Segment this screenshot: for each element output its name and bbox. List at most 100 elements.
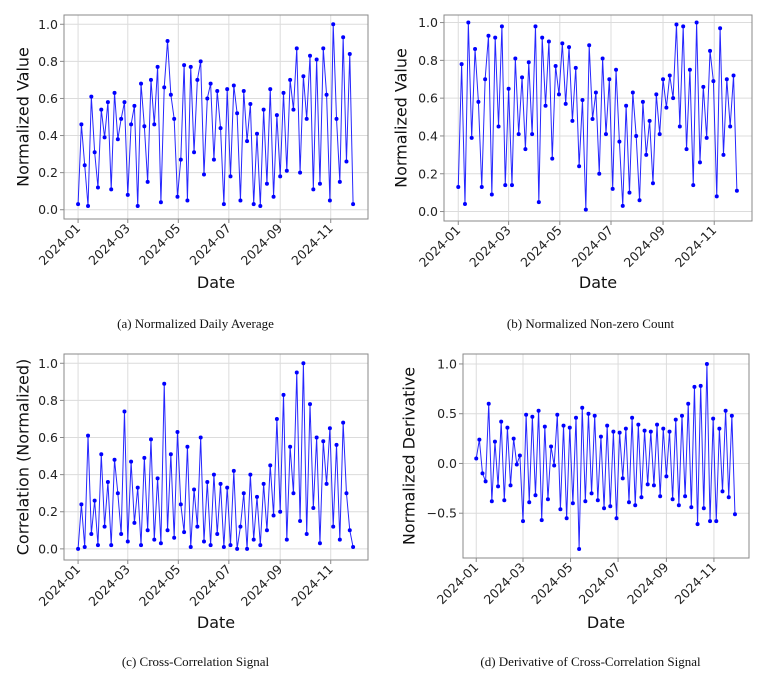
- data-point: [185, 444, 190, 449]
- data-point: [661, 77, 666, 82]
- data-point: [483, 479, 488, 484]
- data-point: [684, 147, 689, 152]
- data-point: [337, 537, 342, 542]
- data-point: [178, 157, 183, 162]
- data-point: [670, 497, 675, 502]
- y-tick-label: 0.8: [38, 54, 58, 69]
- data-point: [168, 452, 173, 457]
- data-point: [667, 429, 672, 434]
- x-tick-label: 2024-05: [528, 560, 576, 608]
- data-point: [626, 500, 631, 505]
- data-point: [132, 520, 137, 525]
- data-point: [620, 476, 625, 481]
- data-point: [231, 468, 236, 473]
- data-point: [82, 545, 87, 550]
- data-point: [563, 101, 568, 106]
- data-point: [301, 74, 306, 79]
- data-point: [178, 502, 183, 507]
- data-point: [593, 90, 598, 95]
- data-point: [502, 498, 507, 503]
- data-point: [218, 126, 223, 131]
- data-point: [258, 204, 263, 209]
- data-point: [633, 503, 638, 508]
- x-tick-label: 2024-03: [466, 223, 514, 271]
- data-point: [228, 174, 233, 179]
- x-tick-label: 2024-05: [136, 562, 184, 610]
- data-point: [317, 181, 322, 186]
- data-point: [162, 381, 167, 386]
- data-point: [505, 425, 510, 430]
- data-point: [245, 546, 250, 551]
- data-point: [723, 408, 728, 413]
- y-tick-label: 0.0: [437, 456, 457, 471]
- data-point: [201, 172, 206, 177]
- data-point: [238, 524, 243, 529]
- data-point: [112, 90, 117, 95]
- data-point: [718, 26, 723, 31]
- data-point: [597, 171, 602, 176]
- data-point: [564, 516, 569, 521]
- data-point: [218, 481, 223, 486]
- x-tick-label: 2024-07: [186, 221, 234, 269]
- data-point: [647, 118, 652, 123]
- data-point: [308, 402, 313, 407]
- data-point: [294, 46, 299, 51]
- y-axis-label: Normalized Value: [392, 48, 411, 188]
- data-point: [334, 116, 339, 121]
- data-point: [288, 444, 293, 449]
- data-point: [524, 412, 529, 417]
- data-point: [617, 139, 622, 144]
- data-point: [314, 57, 319, 62]
- data-point: [704, 135, 709, 140]
- data-point: [261, 107, 266, 112]
- x-tick-label: 2024-03: [85, 562, 133, 610]
- y-tick-label: 0.4: [38, 128, 58, 143]
- data-point: [506, 86, 511, 91]
- data-point: [589, 491, 594, 496]
- data-point: [271, 513, 276, 518]
- data-point: [530, 414, 535, 419]
- data-point: [211, 472, 216, 477]
- data-point: [695, 522, 700, 527]
- data-point: [248, 102, 253, 107]
- data-point: [188, 545, 193, 550]
- data-point: [657, 132, 662, 137]
- data-point: [228, 543, 233, 548]
- y-axis-label: Correlation (Normalized): [14, 359, 33, 556]
- data-point: [637, 198, 642, 203]
- data-point: [552, 463, 557, 468]
- x-tick-label: 2024-05: [517, 223, 565, 271]
- data-point: [456, 184, 461, 189]
- data-point: [115, 137, 120, 142]
- data-point: [139, 81, 144, 86]
- data-point: [321, 46, 326, 51]
- data-point: [201, 539, 206, 544]
- data-point: [195, 77, 200, 82]
- data-point: [255, 494, 260, 499]
- data-point: [639, 495, 644, 500]
- data-point: [711, 416, 716, 421]
- data-point: [610, 186, 615, 191]
- x-tick-label: 2024-11: [672, 223, 720, 271]
- data-point: [95, 185, 100, 190]
- data-point: [729, 413, 734, 418]
- y-tick-label: 0.5: [437, 406, 457, 421]
- y-tick-label: −0.5: [427, 506, 457, 521]
- data-point: [264, 528, 269, 533]
- data-point: [102, 135, 107, 140]
- data-point: [480, 471, 485, 476]
- data-point: [694, 20, 699, 25]
- data-point: [627, 190, 632, 195]
- data-point: [726, 495, 731, 500]
- data-point: [664, 105, 669, 110]
- caption-b: (b) Normalized Non-zero Count: [506, 316, 675, 331]
- x-tick-label: 2024-11: [288, 221, 336, 269]
- data-point: [545, 497, 550, 502]
- x-tick-label: 2024-11: [672, 560, 720, 608]
- data-point: [567, 425, 572, 430]
- data-point: [583, 499, 588, 504]
- x-tick-label: 2024-09: [238, 561, 286, 609]
- x-tick-label: 2024-09: [624, 559, 672, 607]
- data-point: [474, 456, 479, 461]
- plot-frame: [462, 353, 750, 559]
